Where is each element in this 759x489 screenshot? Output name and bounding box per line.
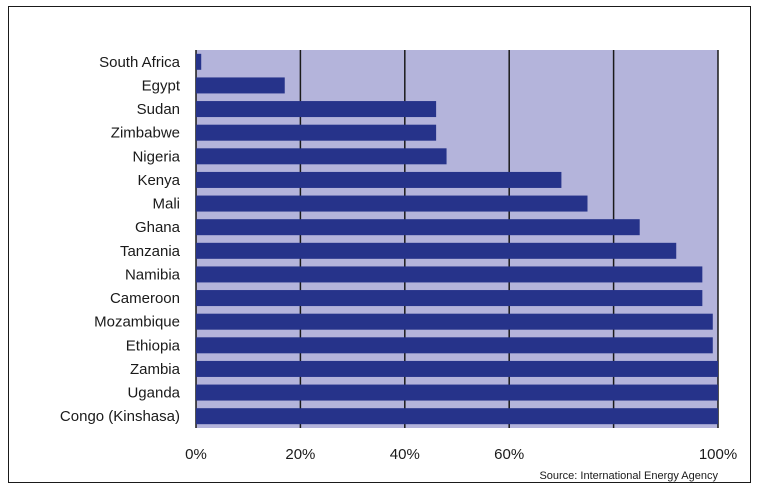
bar-ghana bbox=[196, 219, 640, 236]
category-label: Sudan bbox=[137, 101, 180, 118]
category-label: Zambia bbox=[130, 361, 181, 378]
bars bbox=[196, 53, 718, 425]
bar-uganda bbox=[196, 384, 718, 401]
bar-cameroon bbox=[196, 290, 703, 307]
bar-sudan bbox=[196, 101, 437, 118]
x-tick-label: 40% bbox=[390, 446, 420, 463]
category-label: Uganda bbox=[127, 385, 180, 402]
source-note: Source: International Energy Agency bbox=[539, 470, 718, 482]
category-label: Kenya bbox=[137, 172, 180, 189]
category-label: Nigeria bbox=[132, 148, 180, 165]
x-tick-labels: 0% 20% 40% 60% 100% bbox=[185, 446, 737, 463]
bar-kenya bbox=[196, 171, 562, 188]
x-tick-label: 60% bbox=[494, 446, 524, 463]
category-label: South Africa bbox=[99, 54, 181, 71]
category-label: Tanzania bbox=[120, 243, 181, 260]
bar-ethiopia bbox=[196, 337, 713, 354]
bar-egypt bbox=[196, 77, 285, 94]
category-label: Cameroon bbox=[110, 290, 180, 307]
category-label: Congo (Kinshasa) bbox=[60, 408, 180, 425]
x-tick-label: 20% bbox=[285, 446, 315, 463]
x-tick-label: 0% bbox=[185, 446, 207, 463]
bar-zambia bbox=[196, 360, 718, 377]
category-label: Zimbabwe bbox=[111, 125, 180, 142]
bar-south-africa bbox=[196, 53, 202, 70]
bar-zimbabwe bbox=[196, 124, 437, 141]
bar-mozambique bbox=[196, 313, 713, 330]
category-label: Mali bbox=[152, 196, 180, 213]
category-label: Ghana bbox=[135, 219, 181, 236]
category-label: Namibia bbox=[125, 266, 181, 283]
bar-nigeria bbox=[196, 148, 447, 165]
category-labels: South Africa Egypt Sudan Zimbabwe Nigeria Ken… bbox=[60, 54, 181, 425]
bar-mali bbox=[196, 195, 588, 212]
category-label: Egypt bbox=[142, 77, 181, 94]
x-tick-label: 100% bbox=[699, 446, 737, 463]
category-label: Mozambique bbox=[94, 314, 180, 331]
bar-congo-kinshasa bbox=[196, 408, 718, 425]
bar-namibia bbox=[196, 266, 703, 283]
category-label: Ethiopia bbox=[126, 337, 181, 354]
bar-tanzania bbox=[196, 242, 677, 259]
